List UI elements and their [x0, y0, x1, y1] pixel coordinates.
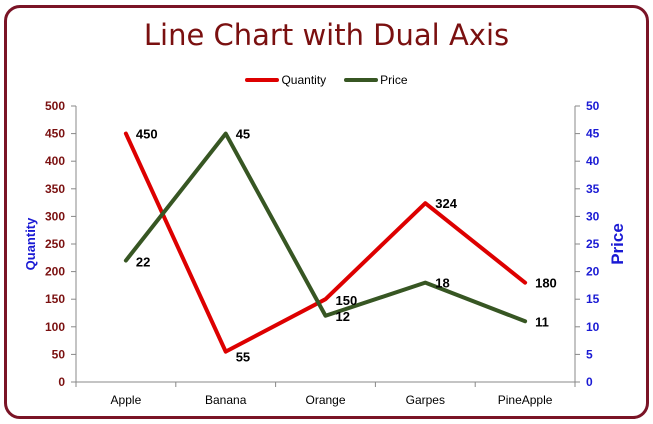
legend-item-price: Price [344, 73, 408, 87]
y-right-tick-label: 0 [586, 375, 593, 389]
y-right-tick-label: 10 [586, 320, 600, 334]
y-right-tick-label: 40 [586, 154, 600, 168]
data-label-quantity: 150 [336, 293, 358, 308]
data-label-quantity: 450 [136, 127, 158, 142]
y-right-tick-label: 50 [586, 99, 600, 113]
legend-label-price: Price [380, 73, 408, 87]
y-right-tick-label: 45 [586, 127, 600, 141]
x-tick-label: Banana [205, 393, 247, 407]
data-label-quantity: 55 [236, 350, 250, 365]
y-left-tick-label: 0 [58, 375, 65, 389]
y-right-tick-label: 5 [586, 347, 593, 361]
y-left-tick-label: 500 [45, 99, 65, 113]
data-label-price: 45 [236, 127, 250, 142]
chart-frame [4, 5, 649, 419]
series-line-quantity [123, 131, 528, 354]
y-left-tick-label: 350 [45, 182, 65, 196]
chart-title: Line Chart with Dual Axis [143, 18, 510, 52]
y-axis-left-title: Quantity [23, 217, 38, 270]
y-right-tick-label: 30 [586, 209, 600, 223]
legend-swatch-price [344, 78, 379, 82]
x-tick-label: Garpes [406, 393, 445, 407]
y-left-tick-label: 400 [45, 154, 65, 168]
legend-item-quantity: Quantity [245, 73, 326, 87]
y-left-tick-label: 100 [45, 320, 65, 334]
legend-swatch-quantity [245, 78, 280, 82]
y-axis-right-title: Price [608, 223, 627, 265]
x-tick-label: PineApple [498, 393, 553, 407]
x-tick-label: Orange [305, 393, 345, 407]
y-left-tick-label: 250 [45, 237, 65, 251]
series-line-price [123, 131, 528, 324]
legend-label-quantity: Quantity [281, 73, 327, 87]
data-label-price: 11 [535, 314, 549, 329]
x-tick-label: Apple [111, 393, 142, 407]
data-label-quantity: 324 [435, 196, 457, 211]
y-right-tick-label: 35 [586, 182, 600, 196]
legend: Quantity Price [0, 70, 653, 90]
y-left-tick-label: 200 [45, 265, 65, 279]
data-label-price: 18 [435, 276, 449, 291]
y-left-tick-label: 150 [45, 292, 65, 306]
data-label-quantity: 180 [535, 276, 557, 291]
y-right-tick-label: 15 [586, 292, 600, 306]
data-label-price: 22 [136, 255, 150, 270]
data-label-price: 12 [336, 309, 350, 324]
y-right-tick-label: 20 [586, 265, 600, 279]
y-left-tick-label: 300 [45, 209, 65, 223]
y-left-tick-label: 450 [45, 127, 65, 141]
y-right-tick-label: 25 [586, 237, 600, 251]
y-left-tick-label: 50 [52, 347, 66, 361]
